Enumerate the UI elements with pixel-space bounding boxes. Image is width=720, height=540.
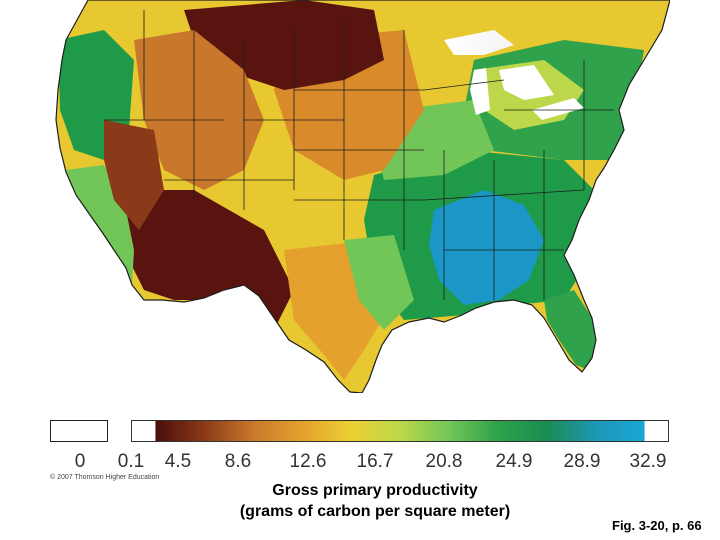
legend-tick: 12.6 [289, 451, 327, 472]
legend-tick: 28.9 [563, 451, 601, 472]
legend-tick: 24.9 [495, 451, 533, 472]
figure-reference: Fig. 3-20, p. 66 [612, 518, 702, 533]
map-caption: Gross primary productivity (grams of car… [215, 480, 535, 522]
caption-title: Gross primary productivity [272, 482, 478, 499]
region-texas-green [344, 235, 414, 330]
legend-tick: 20.8 [425, 451, 463, 472]
productivity-map [44, 0, 670, 393]
region-nevada-brown [104, 120, 164, 230]
region-mountain-mixed [134, 30, 264, 190]
legend-tick-zero: 0 [74, 451, 86, 472]
legend-tick-labels: 0 0.1 4.5 8.6 12.6 16.7 20.8 24.9 28.9 3… [50, 451, 690, 473]
legend-tick: 32.9 [629, 451, 667, 472]
zero-value-swatch [50, 420, 108, 442]
region-southeast-core [429, 190, 544, 305]
productivity-color-scale [131, 420, 669, 442]
productivity-regions [56, 0, 670, 393]
legend-tick: 8.6 [224, 451, 252, 472]
state-boundaries [104, 10, 614, 300]
legend-tick: 0.1 [117, 451, 145, 472]
caption-units: (grams of carbon per square meter) [239, 503, 511, 520]
legend-tick: 4.5 [164, 451, 192, 472]
great-lakes [444, 30, 584, 120]
region-florida [544, 290, 596, 370]
us-map-graphic [55, 0, 670, 393]
copyright-notice: © 2007 Thomson Higher Education [50, 474, 160, 481]
legend-tick: 16.7 [356, 451, 394, 472]
